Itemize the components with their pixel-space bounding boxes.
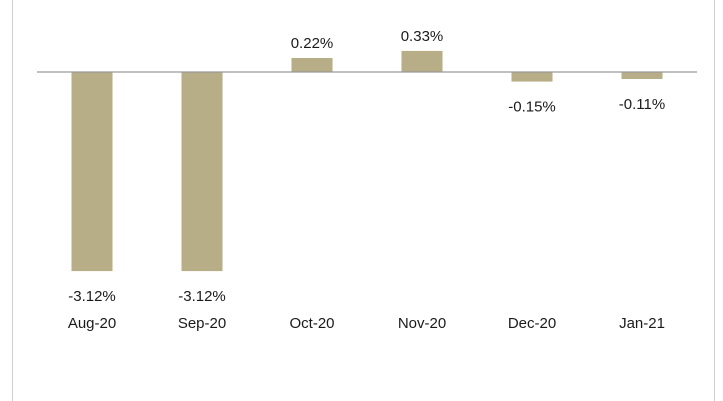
data-label-oct-20: 0.22% (291, 35, 334, 52)
data-labels-group: -3.12% -3.12% 0.22% 0.33% -0.15% -0.11% (68, 28, 665, 305)
bar-dec-20 (511, 72, 553, 82)
category-label-dec-20: Dec-20 (508, 315, 556, 332)
bars-group (71, 50, 663, 272)
category-labels-group: Aug-20 Sep-20 Oct-20 Nov-20 Dec-20 Jan-21 (68, 315, 665, 332)
bar-sep-20 (181, 72, 223, 272)
chart-border-right (714, 0, 715, 401)
bar-nov-20 (401, 50, 443, 72)
bar-jan-21 (621, 72, 663, 79)
category-label-aug-20: Aug-20 (68, 315, 116, 332)
data-label-nov-20: 0.33% (401, 28, 444, 45)
category-label-jan-21: Jan-21 (619, 315, 665, 332)
chart-border-left (12, 0, 13, 401)
category-label-oct-20: Oct-20 (289, 315, 334, 332)
data-label-sep-20: -3.12% (178, 288, 226, 305)
category-label-nov-20: Nov-20 (398, 315, 446, 332)
category-label-sep-20: Sep-20 (178, 315, 226, 332)
bar-oct-20 (291, 58, 333, 72)
data-label-dec-20: -0.15% (508, 99, 556, 116)
bar-aug-20 (71, 72, 113, 272)
data-label-jan-21: -0.11% (619, 96, 665, 113)
data-label-aug-20: -3.12% (68, 288, 116, 305)
